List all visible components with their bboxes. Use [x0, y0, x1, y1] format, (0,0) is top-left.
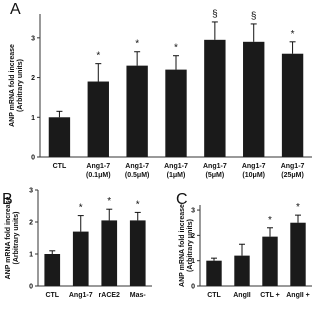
- x-tick-label: Ang1-7: [69, 292, 93, 299]
- significance-marker: *: [268, 215, 272, 226]
- y-tick-label: 1: [191, 258, 195, 265]
- bar: [262, 236, 278, 286]
- x-tick-label: (10μM): [242, 172, 265, 179]
- x-tick-label: Ang1-7: [281, 163, 305, 170]
- x-tick-label: (25μM): [281, 172, 304, 179]
- panel-label: A: [10, 1, 21, 18]
- x-tick-label: CTL: [53, 163, 67, 170]
- x-tick-label: Ang1-7: [242, 163, 266, 170]
- bar: [290, 222, 306, 286]
- x-tick-label: (1μM): [167, 172, 186, 179]
- bar: [165, 69, 187, 157]
- y-tick-label: 0: [191, 284, 195, 291]
- bar: [129, 220, 146, 286]
- panel-label: B: [2, 191, 13, 208]
- y-tick-label: 2: [191, 233, 195, 240]
- bar: [48, 117, 71, 157]
- significance-marker: §: [251, 11, 257, 22]
- y-axis-label: (Arbitrary units): [17, 59, 24, 112]
- x-tick-label: (0.5μM): [125, 172, 150, 179]
- bar: [101, 220, 118, 286]
- y-tick-label: 0: [31, 155, 35, 162]
- significance-marker: *: [135, 39, 139, 50]
- y-tick-label: 1: [29, 252, 33, 259]
- x-tick-label: CTL +: [260, 292, 280, 299]
- bar: [204, 39, 226, 157]
- y-axis-label: (Arbitrary units): [187, 219, 194, 272]
- x-tick-label: Ang1-7: [86, 163, 110, 170]
- bar: [243, 41, 265, 157]
- x-tick-label: AngII: [233, 292, 251, 299]
- significance-marker: *: [136, 199, 140, 210]
- x-tick-label: rACE2: [99, 292, 121, 299]
- y-axis-label: (Arbitrary units): [13, 212, 20, 265]
- x-tick-label: Mas-: [130, 292, 147, 299]
- y-tick-label: 3: [31, 35, 35, 42]
- x-tick-label: AngII +: [286, 292, 310, 299]
- y-axis-label: ANP mRNA fold increase: [179, 204, 186, 287]
- y-axis-label: ANP mRNA fold increase: [9, 44, 16, 127]
- y-tick-label: 3: [191, 208, 195, 215]
- x-tick-label: Ang1-7: [164, 163, 188, 170]
- significance-marker: *: [296, 202, 300, 213]
- bar: [72, 231, 89, 286]
- bar: [126, 65, 148, 157]
- significance-marker: *: [174, 43, 178, 54]
- y-tick-label: 0: [29, 284, 33, 291]
- x-tick-label: (0.1μM): [86, 172, 111, 179]
- y-tick-label: 3: [29, 188, 33, 195]
- x-tick-label: Ang1-7: [125, 163, 149, 170]
- bar: [87, 81, 109, 157]
- bar: [44, 254, 61, 286]
- x-tick-label: (5μM): [206, 172, 225, 179]
- y-tick-label: 1: [31, 115, 35, 122]
- y-tick-label: 2: [29, 220, 33, 227]
- significance-marker: *: [291, 29, 295, 40]
- x-tick-label: CTL: [207, 292, 221, 299]
- significance-marker: *: [79, 203, 83, 214]
- significance-marker: *: [107, 196, 111, 207]
- significance-marker: *: [96, 51, 100, 62]
- bar: [206, 260, 222, 286]
- panel-label: C: [176, 191, 188, 208]
- x-tick-label: Ang1-7: [203, 163, 227, 170]
- bar: [234, 255, 250, 286]
- y-tick-label: 2: [31, 75, 35, 82]
- x-tick-label: CTL: [45, 292, 59, 299]
- significance-marker: §: [212, 9, 218, 20]
- bar: [281, 53, 304, 157]
- y-axis-label: ANP mRNA fold increase: [5, 196, 12, 279]
